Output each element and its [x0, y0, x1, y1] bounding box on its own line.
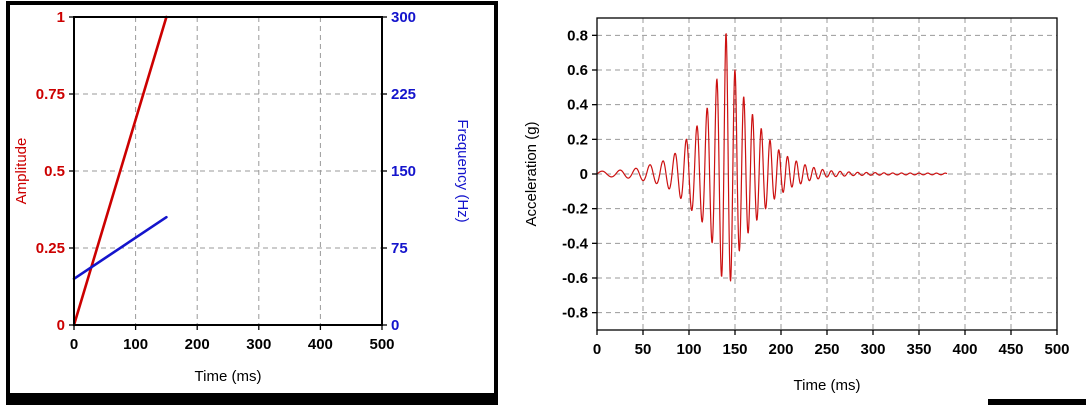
y-tick-label: 0.4	[567, 97, 589, 114]
y-tick-label: 1	[57, 9, 65, 26]
y-tick-label: 0.5	[44, 163, 65, 180]
axis-ticks	[69, 16, 387, 330]
x-axis-title: Time (ms)	[794, 377, 861, 394]
y-tick-label: 0	[580, 166, 588, 183]
right-chart-panel: 0 50 100 150 200 250 300 350 400 450 500 -0.8 -0.6 -0…	[520, 0, 1086, 400]
y-axis-title: Amplitude	[13, 138, 30, 205]
y-tick-label: 0	[57, 317, 65, 334]
acceleration-chart: 0 50 100 150 200 250 300 350 400 450 500 -0.8 -0.6 -0…	[523, 17, 1070, 394]
x-tick-label: 500	[369, 336, 394, 353]
y-tick-label: 0.8	[567, 27, 588, 44]
y-tick-label: -0.2	[562, 201, 588, 218]
y-tick-label: -0.4	[562, 235, 589, 252]
y2-axis-title: Frequency (Hz)	[454, 119, 471, 222]
x-tick-label: 300	[860, 341, 885, 358]
x-tick-label: 300	[246, 336, 271, 353]
series-amplitude-line	[72, 15, 168, 327]
x-tick-label: 400	[952, 341, 977, 358]
x-tick-label: 200	[185, 336, 210, 353]
y-tick-label: 0.75	[36, 86, 65, 103]
x-tick-label: 400	[308, 336, 333, 353]
x-tick-label: 450	[998, 341, 1023, 358]
series-acceleration-line	[596, 33, 948, 282]
axis-ticks	[592, 34, 1058, 335]
x-tick-label: 250	[814, 341, 839, 358]
y-tick-label: 0.2	[567, 131, 588, 148]
x-tick-label: 50	[635, 341, 652, 358]
y2-tick-label: 75	[391, 240, 408, 257]
y2-tick-label: 150	[391, 163, 416, 180]
x-tick-label: 100	[123, 336, 148, 353]
y2-tick-label: 225	[391, 86, 416, 103]
y-tick-label: -0.8	[562, 305, 588, 322]
x-tick-label: 350	[906, 341, 931, 358]
left-chart-panel: 0 100 200 300 400 500 0 0.25 0.5 0.75 1 0 75 150 225 30…	[6, 1, 498, 405]
y2-tick-label: 300	[391, 9, 416, 26]
bottom-right-black-bar	[988, 399, 1086, 405]
y-tick-label: -0.6	[562, 270, 588, 287]
x-axis-title: Time (ms)	[195, 368, 262, 385]
sweep-profile-chart: 0 100 200 300 400 500 0 0.25 0.5 0.75 1 0 75 150 225 30…	[13, 9, 471, 385]
gridlines	[74, 17, 382, 325]
series-frequency-line	[72, 215, 168, 281]
x-tick-label: 150	[722, 341, 747, 358]
x-tick-label: 0	[70, 336, 78, 353]
y-tick-label: 0.25	[36, 240, 65, 257]
x-tick-label: 200	[768, 341, 793, 358]
x-tick-label: 500	[1044, 341, 1069, 358]
y-axis-title: Acceleration (g)	[523, 121, 540, 226]
y-tick-label: 0.6	[567, 62, 588, 79]
x-tick-label: 0	[593, 341, 601, 358]
x-tick-label: 100	[676, 341, 701, 358]
y2-tick-label: 0	[391, 317, 399, 334]
